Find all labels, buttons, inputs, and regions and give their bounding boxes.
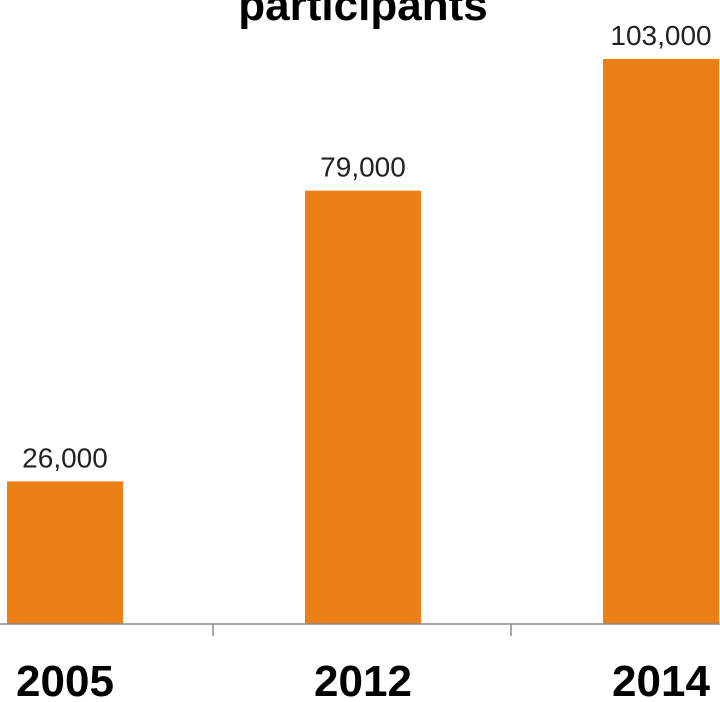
data-label-2005: 26,000 [22,442,108,473]
bars-group [7,59,719,624]
category-label-2005: 2005 [16,657,114,702]
data-labels-group: 26,000 79,000 103,000 [22,20,711,473]
data-label-2012: 79,000 [320,152,406,183]
chart-title: participants [238,0,487,30]
category-labels-group: 2005 2012 2014 [16,657,710,702]
data-label-2014: 103,000 [610,20,711,51]
category-label-2012: 2012 [314,657,412,702]
category-label-2014: 2014 [612,657,710,702]
bar-2012 [305,190,421,624]
x-axis-ticks [212,624,512,636]
bar-2014 [603,59,719,624]
bar-2005 [7,481,123,624]
